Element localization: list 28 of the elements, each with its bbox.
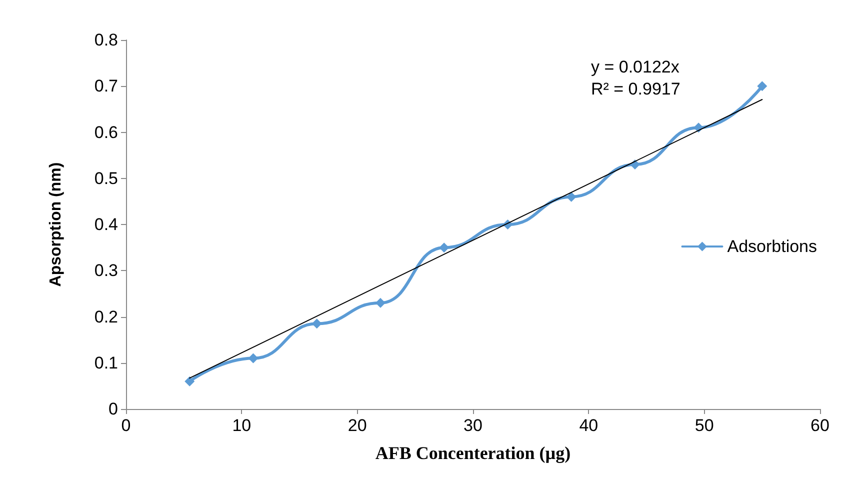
legend-label: Adsorbtions xyxy=(727,237,818,256)
x-tick-label: 30 xyxy=(464,416,482,435)
y-tick-label: 0.3 xyxy=(94,261,118,280)
x-tick-label: 0 xyxy=(121,416,131,435)
x-tick-label: 50 xyxy=(694,416,714,435)
x-tick-label: 60 xyxy=(810,416,830,435)
y-axis-title: Apsorption (nm) xyxy=(48,162,64,287)
y-tick-label: 0.4 xyxy=(94,215,118,234)
annotation: y = 0.0122x xyxy=(591,58,680,76)
annotation: R² = 0.9917 xyxy=(591,80,680,98)
y-tick-label: 0.6 xyxy=(94,122,118,142)
point xyxy=(757,81,768,92)
point xyxy=(566,192,576,202)
point xyxy=(184,376,195,386)
point xyxy=(439,242,450,253)
y-tick-label: 0 xyxy=(108,400,118,418)
point xyxy=(312,318,322,329)
y-tick-label: 0.7 xyxy=(94,76,118,96)
y-tick-label: 0.2 xyxy=(94,307,118,326)
point xyxy=(248,353,258,364)
y-tick-label: 0.5 xyxy=(94,168,118,188)
x-axis-title: AFB Concenteration (µg) xyxy=(375,443,571,463)
x-tick-label: 40 xyxy=(579,416,598,435)
x-tick-label: 10 xyxy=(232,416,252,435)
y-tick-label: 0.1 xyxy=(94,353,118,372)
x-tick-label: 20 xyxy=(348,416,367,435)
point xyxy=(375,298,386,308)
y-tick-label: 0.8 xyxy=(94,30,118,50)
